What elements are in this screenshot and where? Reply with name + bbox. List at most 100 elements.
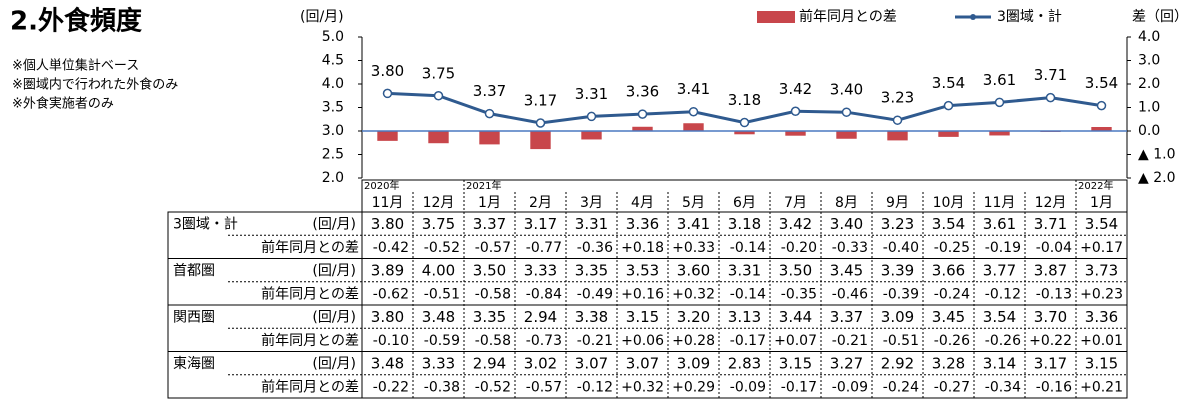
table-diff: +0.28	[672, 333, 715, 349]
data-label: 3.41	[677, 80, 710, 98]
data-label: 3.36	[626, 83, 659, 101]
table-value: 3.33	[524, 262, 557, 280]
table-value: 3.80	[371, 215, 404, 233]
table-diff: -0.33	[832, 240, 868, 256]
y-tick-label: 4.5	[322, 53, 344, 69]
table-value: 3.37	[830, 308, 863, 326]
table-diff: -0.17	[781, 379, 817, 395]
table-value: 2.94	[524, 308, 557, 326]
y2-tick-label: ▲ 2.0	[1138, 170, 1175, 186]
year-label: 2021年	[466, 179, 501, 192]
title: 2.外食頻度	[10, 6, 142, 37]
x-tick-label: 3月	[580, 195, 603, 211]
table-diff: -0.52	[475, 379, 511, 395]
x-tick-label: 12月	[423, 195, 455, 211]
y-tick-label: 3.5	[322, 100, 344, 116]
x-tick-label: 5月	[682, 195, 705, 211]
data-label: 3.40	[830, 81, 863, 99]
table-diff: -0.58	[475, 286, 511, 302]
data-label: 3.75	[422, 64, 455, 82]
table-diff: +0.33	[672, 240, 715, 256]
table-value: 3.89	[371, 262, 404, 280]
table-value: 3.61	[983, 215, 1016, 233]
marker	[688, 106, 699, 117]
table-diff: -0.84	[526, 286, 562, 302]
table-diff: +0.21	[1080, 379, 1123, 395]
table-diff: -0.14	[730, 286, 766, 302]
table-diff: -0.09	[730, 379, 766, 395]
region-label: 3圏域・計	[173, 217, 238, 233]
note: ※圏域内で行われた外食のみ	[12, 77, 178, 93]
table-diff: -0.52	[424, 240, 460, 256]
bar	[530, 131, 551, 150]
table-value: 3.35	[473, 308, 506, 326]
table-value: 3.15	[779, 355, 812, 373]
table-diff: -0.26	[934, 333, 970, 349]
data-label: 3.17	[524, 92, 557, 110]
table-value: 3.75	[422, 215, 455, 233]
bar	[785, 131, 806, 136]
table-value: 3.45	[830, 262, 863, 280]
table-value: 3.54	[1085, 215, 1118, 233]
table-value: 3.50	[779, 262, 812, 280]
table-diff: -0.22	[373, 379, 409, 395]
y2-axis-label: 差（回）	[1132, 9, 1188, 25]
marker	[433, 91, 444, 101]
table-value: 3.38	[575, 308, 608, 326]
table-diff: -0.13	[1036, 286, 1072, 302]
bar	[836, 131, 857, 139]
table-value: 3.31	[575, 215, 608, 233]
table-value: 3.33	[422, 355, 455, 373]
table-diff: -0.36	[577, 240, 613, 256]
y-tick-label: 5.0	[322, 29, 344, 45]
marker	[841, 107, 852, 117]
bar	[989, 131, 1010, 136]
table-diff: -0.19	[985, 240, 1021, 256]
table-diff: -0.20	[781, 240, 817, 256]
bar	[938, 131, 959, 137]
table-value: 3.50	[473, 262, 506, 280]
y-axis-label: (回/月)	[300, 9, 344, 25]
table-value: 3.36	[626, 215, 659, 233]
legend-label: 前年同月との差	[799, 8, 897, 25]
table-diff: -0.16	[1036, 379, 1072, 395]
table-value: 3.70	[1034, 308, 1067, 326]
data-label: 3.80	[371, 62, 404, 80]
bar	[887, 131, 908, 141]
x-tick-label: 1月	[1090, 195, 1113, 211]
table-diff: -0.73	[526, 333, 562, 349]
table-diff: -0.51	[424, 286, 460, 302]
data-label: 3.54	[1085, 74, 1118, 92]
table-value: 3.09	[677, 355, 710, 373]
marker	[790, 106, 801, 117]
unit-label: (回/月)	[312, 310, 356, 326]
bar	[734, 131, 755, 135]
table-diff: +0.29	[672, 379, 715, 395]
data-label: 3.37	[473, 82, 506, 100]
table-value: 3.13	[728, 308, 761, 326]
table-value: 3.28	[932, 355, 965, 373]
table-diff: -0.35	[781, 286, 817, 302]
table-value: 3.44	[779, 308, 812, 326]
table-diff: -0.17	[730, 333, 766, 349]
marker	[994, 97, 1005, 108]
table-value: 3.23	[881, 215, 914, 233]
table-value: 3.60	[677, 262, 710, 280]
x-tick-label: 2月	[529, 195, 552, 211]
data-label: 3.31	[575, 85, 608, 103]
table-diff: -0.09	[832, 379, 868, 395]
table-diff: -0.26	[985, 333, 1021, 349]
unit-label: (回/月)	[312, 356, 356, 372]
x-tick-label: 6月	[733, 195, 756, 211]
table-diff: +0.01	[1080, 333, 1123, 349]
region-label: 東海圏	[173, 356, 215, 372]
bar	[479, 131, 500, 145]
table-diff: -0.21	[577, 333, 613, 349]
region-label: 関西圏	[173, 310, 215, 326]
table-value: 3.02	[524, 355, 557, 373]
table-value: 3.31	[728, 262, 761, 280]
x-tick-label: 11月	[984, 195, 1016, 211]
table-value: 3.54	[932, 215, 965, 233]
table-diff: -0.57	[475, 240, 511, 256]
x-tick-label: 4月	[631, 195, 654, 211]
